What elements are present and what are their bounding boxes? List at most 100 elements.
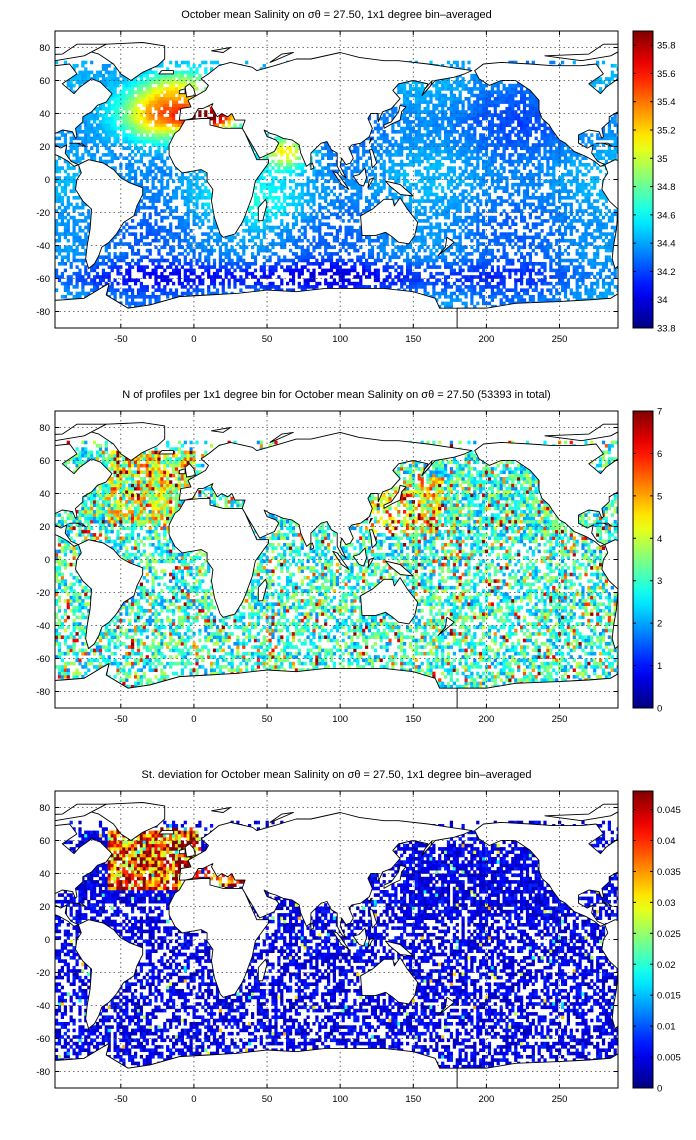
gridlines (55, 31, 618, 328)
land-namerica (55, 823, 113, 927)
colorbar-tick-label: 0 (657, 704, 662, 715)
colorbar-tick-label: 0 (657, 1084, 662, 1095)
colorbar-tick-label: 0.035 (657, 867, 681, 878)
land-sumatra (332, 170, 350, 190)
land-svalbard (211, 807, 231, 813)
land-arcticisles (544, 423, 618, 442)
land-namerica (474, 441, 618, 547)
x-tick-label: 250 (552, 714, 568, 725)
land-australia (360, 197, 419, 245)
x-tick-label: 100 (332, 334, 348, 345)
land-japan (383, 484, 407, 509)
panel-title: St. deviation for October mean Salinity … (142, 769, 532, 781)
land-samerica (601, 539, 618, 650)
land-antarctica (456, 293, 618, 328)
land-newguinea (385, 180, 414, 197)
land-iceland (158, 70, 174, 75)
land-antarctica (456, 673, 618, 708)
land-madagascar (257, 198, 268, 222)
land-kamchatka (421, 80, 433, 96)
colorbar-tick-label: 3 (657, 576, 662, 587)
colorbar-tick-label: 0.03 (657, 898, 676, 909)
land-namerica (474, 61, 618, 167)
y-tick-label: -20 (36, 588, 50, 599)
land-madagascar (257, 578, 268, 602)
land-ireland (178, 848, 186, 855)
land-sulawesi (367, 557, 375, 569)
land-newguinea (385, 940, 414, 957)
land-samerica (75, 159, 144, 270)
y-tick-label: -40 (36, 1001, 50, 1012)
land-novaya (269, 52, 294, 63)
gridlines (55, 791, 618, 1088)
x-tick-label: -50 (114, 334, 128, 345)
colorbar-tick-label: 33.8 (657, 324, 676, 335)
y-tick-label: -20 (36, 208, 50, 219)
x-tick-label: 0 (191, 714, 196, 725)
x-tick-label: 200 (478, 714, 494, 725)
colorbar-tick-label: 35.2 (657, 126, 676, 137)
x-tick-label: 200 (478, 334, 494, 345)
x-tick-label: -50 (114, 1094, 128, 1105)
x-tick-label: 100 (332, 1094, 348, 1105)
y-tick-label: 20 (39, 142, 50, 153)
y-tick-label: -80 (36, 1067, 50, 1078)
land-iceland (685, 451, 696, 454)
land-taiwan (368, 137, 373, 144)
x-tick-label: 50 (262, 714, 273, 725)
land-ireland (178, 468, 186, 475)
x-tick-label: 50 (262, 334, 273, 345)
land-nz (437, 236, 455, 256)
x-tick-label: 0 (191, 334, 196, 345)
land-arcticisles (55, 43, 107, 62)
colorbar-tick-label: 1 (657, 661, 662, 672)
colorbar-tick-label: 34.8 (657, 182, 676, 193)
colorbar-tick-label: 35.8 (657, 41, 676, 52)
y-tick-label: 20 (39, 522, 50, 533)
land-greenland (86, 42, 166, 81)
colorbar-tick-label: 4 (657, 534, 662, 545)
y-tick-label: 60 (39, 836, 50, 847)
land-borneo (352, 927, 367, 947)
land-arcticisles (55, 803, 107, 822)
land-samerica (601, 159, 618, 270)
land-iceland (685, 831, 696, 834)
land-japan (383, 104, 407, 129)
colorbar-tick-label: 35.4 (657, 97, 676, 108)
land-iceland (158, 830, 174, 835)
land-borneo (352, 167, 367, 187)
colorbar-tick-label: 0.01 (657, 1022, 676, 1033)
land-greenland (86, 422, 166, 461)
land-cuba (595, 522, 613, 527)
land-samerica (601, 919, 618, 1030)
x-tick-label: 150 (405, 334, 421, 345)
land-eurasia (178, 431, 473, 559)
y-tick-label: 60 (39, 456, 50, 467)
y-tick-label: 20 (39, 902, 50, 913)
x-tick-label: 150 (405, 1094, 421, 1105)
land-cuba (595, 902, 613, 907)
y-tick-label: -60 (36, 274, 50, 285)
y-tick-label: 80 (39, 43, 50, 54)
colorbar-tick-label: 34 (657, 295, 668, 306)
colorbar-tick-label: 34.2 (657, 267, 676, 278)
colorbar-tick-label: 5 (657, 491, 662, 502)
y-tick-label: 0 (45, 935, 50, 946)
y-tick-label: 40 (39, 489, 50, 500)
land-nz (437, 996, 455, 1016)
land-namerica (55, 63, 113, 167)
land-sulawesi (367, 177, 375, 189)
land-borneo (352, 547, 367, 567)
land-novaya (269, 431, 294, 443)
panel-title: October mean Salinity on σθ = 27.50, 1x1… (181, 9, 491, 21)
land-cuba (69, 142, 87, 147)
y-tick-label: 80 (39, 423, 50, 434)
land-australia (360, 957, 419, 1005)
land-newguinea (385, 560, 414, 577)
colorbar-tick-label: 0.045 (657, 805, 681, 816)
land-philippines (368, 909, 378, 929)
land-madagascar (257, 958, 268, 982)
land-eurasia (178, 812, 473, 939)
colorbar-tick-label: 7 (657, 407, 662, 418)
